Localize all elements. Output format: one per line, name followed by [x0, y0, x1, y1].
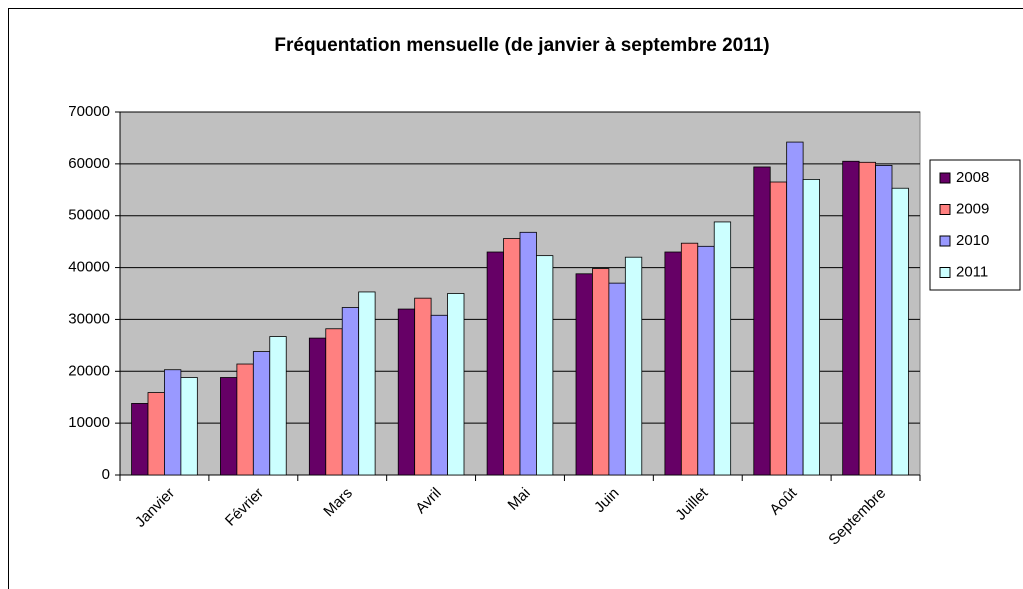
bar: [358, 291, 376, 476]
bar: [891, 187, 909, 476]
y-tick-label: 50000: [68, 207, 110, 224]
bar: [341, 307, 360, 476]
bar: [164, 369, 182, 476]
bar: [753, 166, 771, 476]
bar: [503, 238, 521, 476]
legend-swatch: [939, 267, 951, 278]
bar: [430, 314, 448, 476]
bar: [269, 336, 287, 476]
bar: [447, 293, 465, 476]
bar: [608, 282, 626, 476]
bar: [680, 242, 699, 476]
y-tick-label: 60000: [68, 155, 110, 172]
legend-swatch: [939, 172, 951, 184]
y-tick-label: 30000: [68, 310, 110, 327]
y-tick-label: 20000: [68, 362, 110, 379]
bar: [664, 251, 682, 476]
legend-label: 2009: [956, 200, 989, 217]
legend-label: 2010: [956, 232, 989, 249]
bar: [802, 179, 820, 476]
y-tick-label: 70000: [68, 103, 110, 120]
bar: [858, 161, 876, 476]
y-tick-label: 0: [102, 466, 110, 483]
bar: [308, 337, 327, 476]
bar: [180, 377, 198, 476]
bar: [252, 351, 271, 476]
bar: [786, 141, 804, 476]
bar: [414, 297, 432, 476]
chart-title: Fréquentation mensuelle (de janvier à se…: [274, 35, 769, 56]
bar: [519, 231, 537, 476]
bar: [769, 181, 788, 476]
legend-swatch: [939, 235, 951, 247]
bar: [536, 255, 554, 476]
bar: [842, 160, 860, 476]
bar: [713, 221, 732, 476]
bar: [131, 403, 149, 476]
bar: [592, 268, 610, 476]
y-tick-label: 10000: [68, 414, 110, 431]
y-tick-label: 40000: [68, 259, 110, 276]
bar: [147, 392, 165, 476]
bar: [220, 377, 238, 476]
legend-label: 2008: [956, 169, 989, 186]
bar: [875, 165, 893, 476]
bar: [575, 273, 593, 476]
bar: [325, 328, 343, 476]
bar: [397, 308, 416, 476]
legend-label: 2011: [956, 263, 988, 280]
bar: [697, 245, 715, 476]
bar: [486, 251, 504, 476]
bar: [624, 256, 643, 476]
legend-swatch: [939, 204, 951, 215]
bar: [236, 363, 254, 476]
